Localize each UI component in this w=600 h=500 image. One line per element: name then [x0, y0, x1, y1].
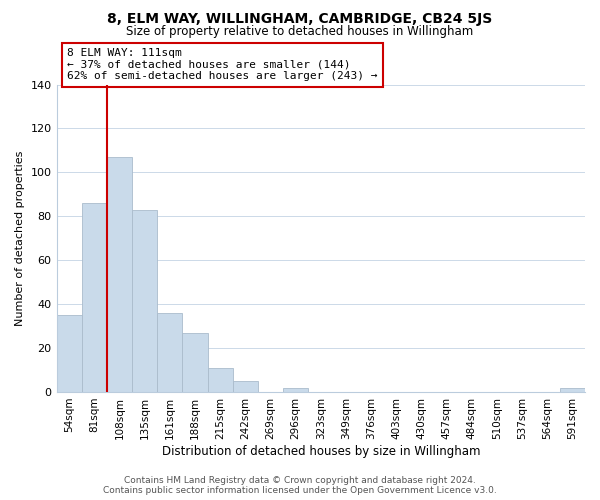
Text: Size of property relative to detached houses in Willingham: Size of property relative to detached ho…: [127, 25, 473, 38]
Bar: [82, 203, 107, 392]
Y-axis label: Number of detached properties: Number of detached properties: [15, 150, 25, 326]
Bar: [56, 315, 82, 392]
X-axis label: Distribution of detached houses by size in Willingham: Distribution of detached houses by size …: [161, 444, 480, 458]
Bar: [132, 210, 157, 392]
Bar: [208, 368, 233, 392]
Text: Contains HM Land Registry data © Crown copyright and database right 2024.
Contai: Contains HM Land Registry data © Crown c…: [103, 476, 497, 495]
Bar: [233, 381, 258, 392]
Text: 8 ELM WAY: 111sqm
← 37% of detached houses are smaller (144)
62% of semi-detache: 8 ELM WAY: 111sqm ← 37% of detached hous…: [67, 48, 377, 82]
Bar: [283, 388, 308, 392]
Bar: [182, 332, 208, 392]
Bar: [107, 157, 132, 392]
Text: 8, ELM WAY, WILLINGHAM, CAMBRIDGE, CB24 5JS: 8, ELM WAY, WILLINGHAM, CAMBRIDGE, CB24 …: [107, 12, 493, 26]
Bar: [157, 313, 182, 392]
Bar: [560, 388, 585, 392]
